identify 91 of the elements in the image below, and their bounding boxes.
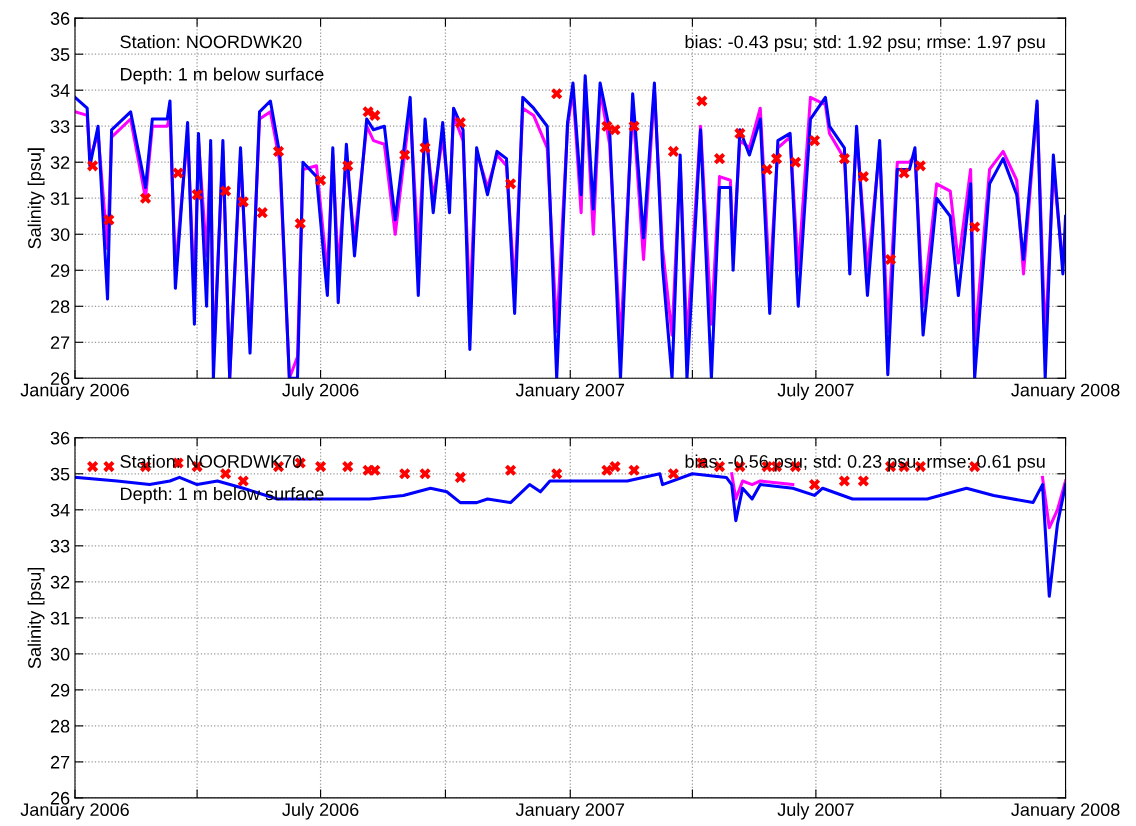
point bbox=[315, 174, 327, 186]
y-tick-label: 35 bbox=[50, 467, 70, 481]
point bbox=[808, 479, 821, 491]
point bbox=[884, 253, 897, 266]
point bbox=[914, 160, 926, 172]
y-axis-title: Salinity [psu] bbox=[27, 567, 45, 669]
annotation: bias: -0.43 psu; std: 1.92 psu; rmse: 1.97 psu bbox=[685, 34, 1045, 52]
y-tick-label: 28 bbox=[50, 300, 70, 313]
point bbox=[609, 461, 621, 473]
point bbox=[87, 461, 99, 473]
y-tick-label: 31 bbox=[50, 611, 70, 625]
point bbox=[220, 185, 232, 197]
point bbox=[505, 178, 517, 190]
x-tick-label: January 2007 bbox=[515, 383, 625, 400]
point bbox=[601, 120, 613, 132]
point bbox=[172, 167, 184, 179]
y-tick-label: 36 bbox=[50, 431, 70, 445]
point bbox=[191, 189, 203, 201]
y-tick-label: 29 bbox=[50, 683, 70, 697]
x-tick-label: January 2007 bbox=[515, 803, 625, 820]
annotation: Depth: 1 m below surface bbox=[121, 486, 324, 504]
point bbox=[272, 145, 285, 157]
annotation: Depth: 1 m below surface bbox=[121, 67, 324, 85]
y-axis-title: Salinity [psu] bbox=[27, 148, 45, 249]
y-tick-label: 32 bbox=[50, 156, 70, 169]
point bbox=[628, 120, 640, 132]
y-tick-label: 27 bbox=[50, 755, 70, 769]
x-tick-label: January 2006 bbox=[20, 803, 129, 820]
point bbox=[256, 207, 268, 219]
point bbox=[696, 95, 708, 107]
y-tick-label: 27 bbox=[50, 336, 70, 349]
point bbox=[857, 475, 869, 487]
point bbox=[237, 196, 249, 208]
x-tick-label: July 2006 bbox=[282, 802, 359, 820]
point bbox=[399, 149, 411, 161]
point bbox=[551, 88, 563, 100]
point bbox=[551, 468, 563, 480]
y-tick-label: 26 bbox=[50, 791, 70, 805]
point bbox=[838, 153, 850, 165]
point bbox=[601, 464, 613, 476]
y-tick-label: 31 bbox=[50, 192, 70, 205]
y-tick-label: 34 bbox=[50, 84, 70, 97]
point bbox=[87, 160, 99, 172]
x-tick-label: July 2007 bbox=[777, 802, 854, 820]
point bbox=[454, 471, 466, 483]
y-tick-label: 34 bbox=[50, 503, 70, 517]
y-tick-label: 28 bbox=[50, 719, 70, 733]
x-tick-label: January 2006 bbox=[20, 383, 129, 400]
point bbox=[734, 127, 746, 139]
point bbox=[761, 163, 773, 175]
annotation: Station: NOORDWK20 bbox=[120, 34, 302, 49]
point bbox=[369, 109, 381, 121]
point bbox=[857, 171, 869, 183]
point bbox=[139, 192, 152, 204]
point bbox=[667, 468, 679, 480]
point bbox=[103, 214, 115, 226]
point bbox=[505, 464, 517, 476]
point bbox=[220, 468, 232, 480]
y-tick-label: 32 bbox=[50, 575, 70, 589]
y-tick-label: 33 bbox=[50, 120, 70, 133]
point bbox=[770, 153, 783, 165]
point bbox=[454, 117, 466, 129]
y-tick-label: 30 bbox=[50, 647, 70, 661]
x-tick-label: July 2007 bbox=[777, 383, 854, 400]
x-tick-label: July 2006 bbox=[282, 383, 359, 400]
x-tick-label: January 2008 bbox=[1011, 803, 1120, 820]
point bbox=[838, 475, 850, 487]
point bbox=[342, 461, 354, 473]
point bbox=[315, 461, 327, 473]
point bbox=[237, 475, 249, 487]
point bbox=[419, 142, 431, 154]
point bbox=[628, 464, 640, 476]
point bbox=[667, 145, 679, 157]
y-tick-label: 30 bbox=[50, 228, 70, 241]
point bbox=[713, 153, 726, 165]
point bbox=[419, 468, 431, 480]
y-tick-label: 36 bbox=[50, 12, 70, 25]
point bbox=[294, 217, 306, 230]
y-tick-label: 35 bbox=[50, 48, 70, 61]
y-tick-label: 29 bbox=[50, 264, 70, 277]
point bbox=[898, 167, 910, 179]
x-tick-label: January 2008 bbox=[1011, 383, 1120, 400]
point bbox=[399, 468, 411, 480]
point bbox=[103, 461, 115, 473]
point bbox=[609, 124, 621, 136]
point bbox=[789, 156, 802, 168]
y-tick-label: 33 bbox=[50, 539, 70, 553]
point bbox=[342, 160, 354, 172]
y-tick-label: 26 bbox=[50, 372, 70, 386]
point bbox=[969, 221, 981, 233]
point bbox=[808, 135, 821, 147]
